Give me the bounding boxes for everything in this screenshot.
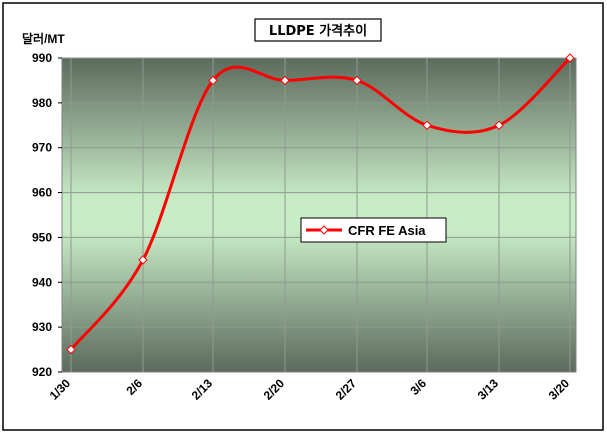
plot-area xyxy=(61,57,577,373)
data-point-marker xyxy=(352,75,362,86)
y-tick-label: 970 xyxy=(32,141,52,155)
data-point-marker xyxy=(422,120,432,130)
data-point-marker xyxy=(66,344,76,355)
y-tick-label: 960 xyxy=(32,186,52,200)
legend: CFR FE Asia xyxy=(300,217,447,243)
y-axis-label: 달러/MT xyxy=(22,31,65,46)
title-box xyxy=(254,18,382,42)
legend-diamond-marker xyxy=(319,225,329,235)
y-tick-label: 990 xyxy=(32,51,52,65)
chart-title: LLDPE 가격추이 xyxy=(254,18,382,42)
data-point-marker xyxy=(138,255,148,265)
data-point-marker xyxy=(280,75,290,86)
legend-label: CFR FE Asia xyxy=(348,223,426,238)
y-tick-label: 950 xyxy=(32,230,52,244)
title-text: LLDPE 가격추이 xyxy=(269,23,367,39)
series-line-cfr-fe-asia xyxy=(69,56,572,352)
y-tick-label: 920 xyxy=(32,365,52,379)
y-tick-label: 930 xyxy=(32,320,52,334)
data-point-marker xyxy=(494,120,504,130)
y-tick-label: 940 xyxy=(32,275,52,289)
y-tick-label: 980 xyxy=(32,96,52,110)
y-axis-ticks: 920 930 940 950 960 970 980 990 xyxy=(32,51,62,379)
series-markers xyxy=(66,53,575,355)
data-point-marker xyxy=(208,75,218,86)
data-point-marker xyxy=(565,53,575,63)
